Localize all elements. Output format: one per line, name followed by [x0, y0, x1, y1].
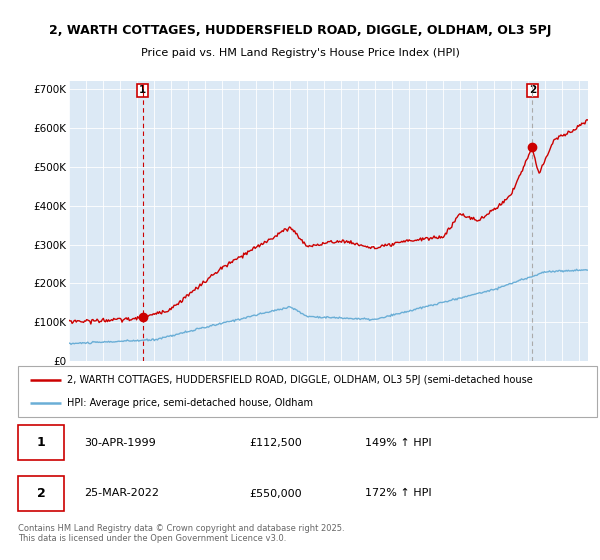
FancyBboxPatch shape	[18, 477, 64, 511]
Text: 172% ↑ HPI: 172% ↑ HPI	[365, 488, 432, 498]
Text: HPI: Average price, semi-detached house, Oldham: HPI: Average price, semi-detached house,…	[67, 398, 313, 408]
FancyBboxPatch shape	[18, 426, 64, 460]
Text: 149% ↑ HPI: 149% ↑ HPI	[365, 437, 432, 447]
Text: 2, WARTH COTTAGES, HUDDERSFIELD ROAD, DIGGLE, OLDHAM, OL3 5PJ: 2, WARTH COTTAGES, HUDDERSFIELD ROAD, DI…	[49, 24, 551, 38]
Text: 25-MAR-2022: 25-MAR-2022	[85, 488, 160, 498]
Text: Contains HM Land Registry data © Crown copyright and database right 2025.
This d: Contains HM Land Registry data © Crown c…	[18, 524, 344, 543]
Text: 2, WARTH COTTAGES, HUDDERSFIELD ROAD, DIGGLE, OLDHAM, OL3 5PJ (semi-detached hou: 2, WARTH COTTAGES, HUDDERSFIELD ROAD, DI…	[67, 375, 533, 385]
Text: 30-APR-1999: 30-APR-1999	[85, 437, 157, 447]
FancyBboxPatch shape	[18, 366, 597, 417]
Text: £112,500: £112,500	[250, 437, 302, 447]
Text: £550,000: £550,000	[250, 488, 302, 498]
Text: 1: 1	[139, 85, 146, 95]
Text: 2: 2	[37, 487, 46, 500]
Text: Price paid vs. HM Land Registry's House Price Index (HPI): Price paid vs. HM Land Registry's House …	[140, 48, 460, 58]
Text: 2: 2	[529, 85, 536, 95]
Text: 1: 1	[37, 436, 46, 449]
